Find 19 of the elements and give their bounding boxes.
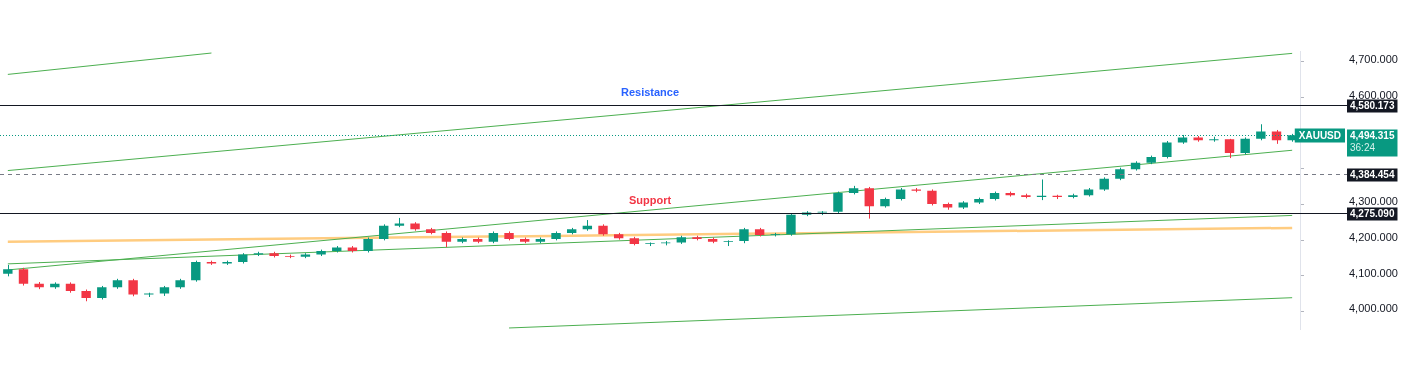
y-tick-label: 4,200.000 bbox=[1349, 231, 1398, 244]
ref-line-label: Resistance bbox=[620, 86, 680, 99]
candlestick bbox=[1036, 178, 1047, 201]
candlestick bbox=[786, 212, 796, 237]
text: 4,580.173 bbox=[1350, 99, 1395, 111]
text: 4,494.315 bbox=[1350, 129, 1395, 141]
y-tick-label: 4,600.000 bbox=[1349, 88, 1398, 101]
ref-line-label: XAUUSD bbox=[1298, 129, 1342, 141]
text: 4,384.454 bbox=[1350, 168, 1395, 180]
y-tick-label: 4,100.000 bbox=[1349, 266, 1398, 279]
candlestick bbox=[864, 186, 874, 220]
ref-line-label: Support bbox=[628, 194, 672, 207]
y-tick-label: 4,000.000 bbox=[1349, 302, 1398, 315]
candlestick bbox=[191, 260, 201, 283]
candlestick bbox=[833, 191, 843, 215]
text: 36:24 bbox=[1350, 142, 1376, 154]
y-tick-label: 4,700.000 bbox=[1349, 52, 1398, 65]
y-tick-label: 4,300.000 bbox=[1349, 195, 1398, 208]
text: 4,275.090 bbox=[1350, 207, 1395, 219]
